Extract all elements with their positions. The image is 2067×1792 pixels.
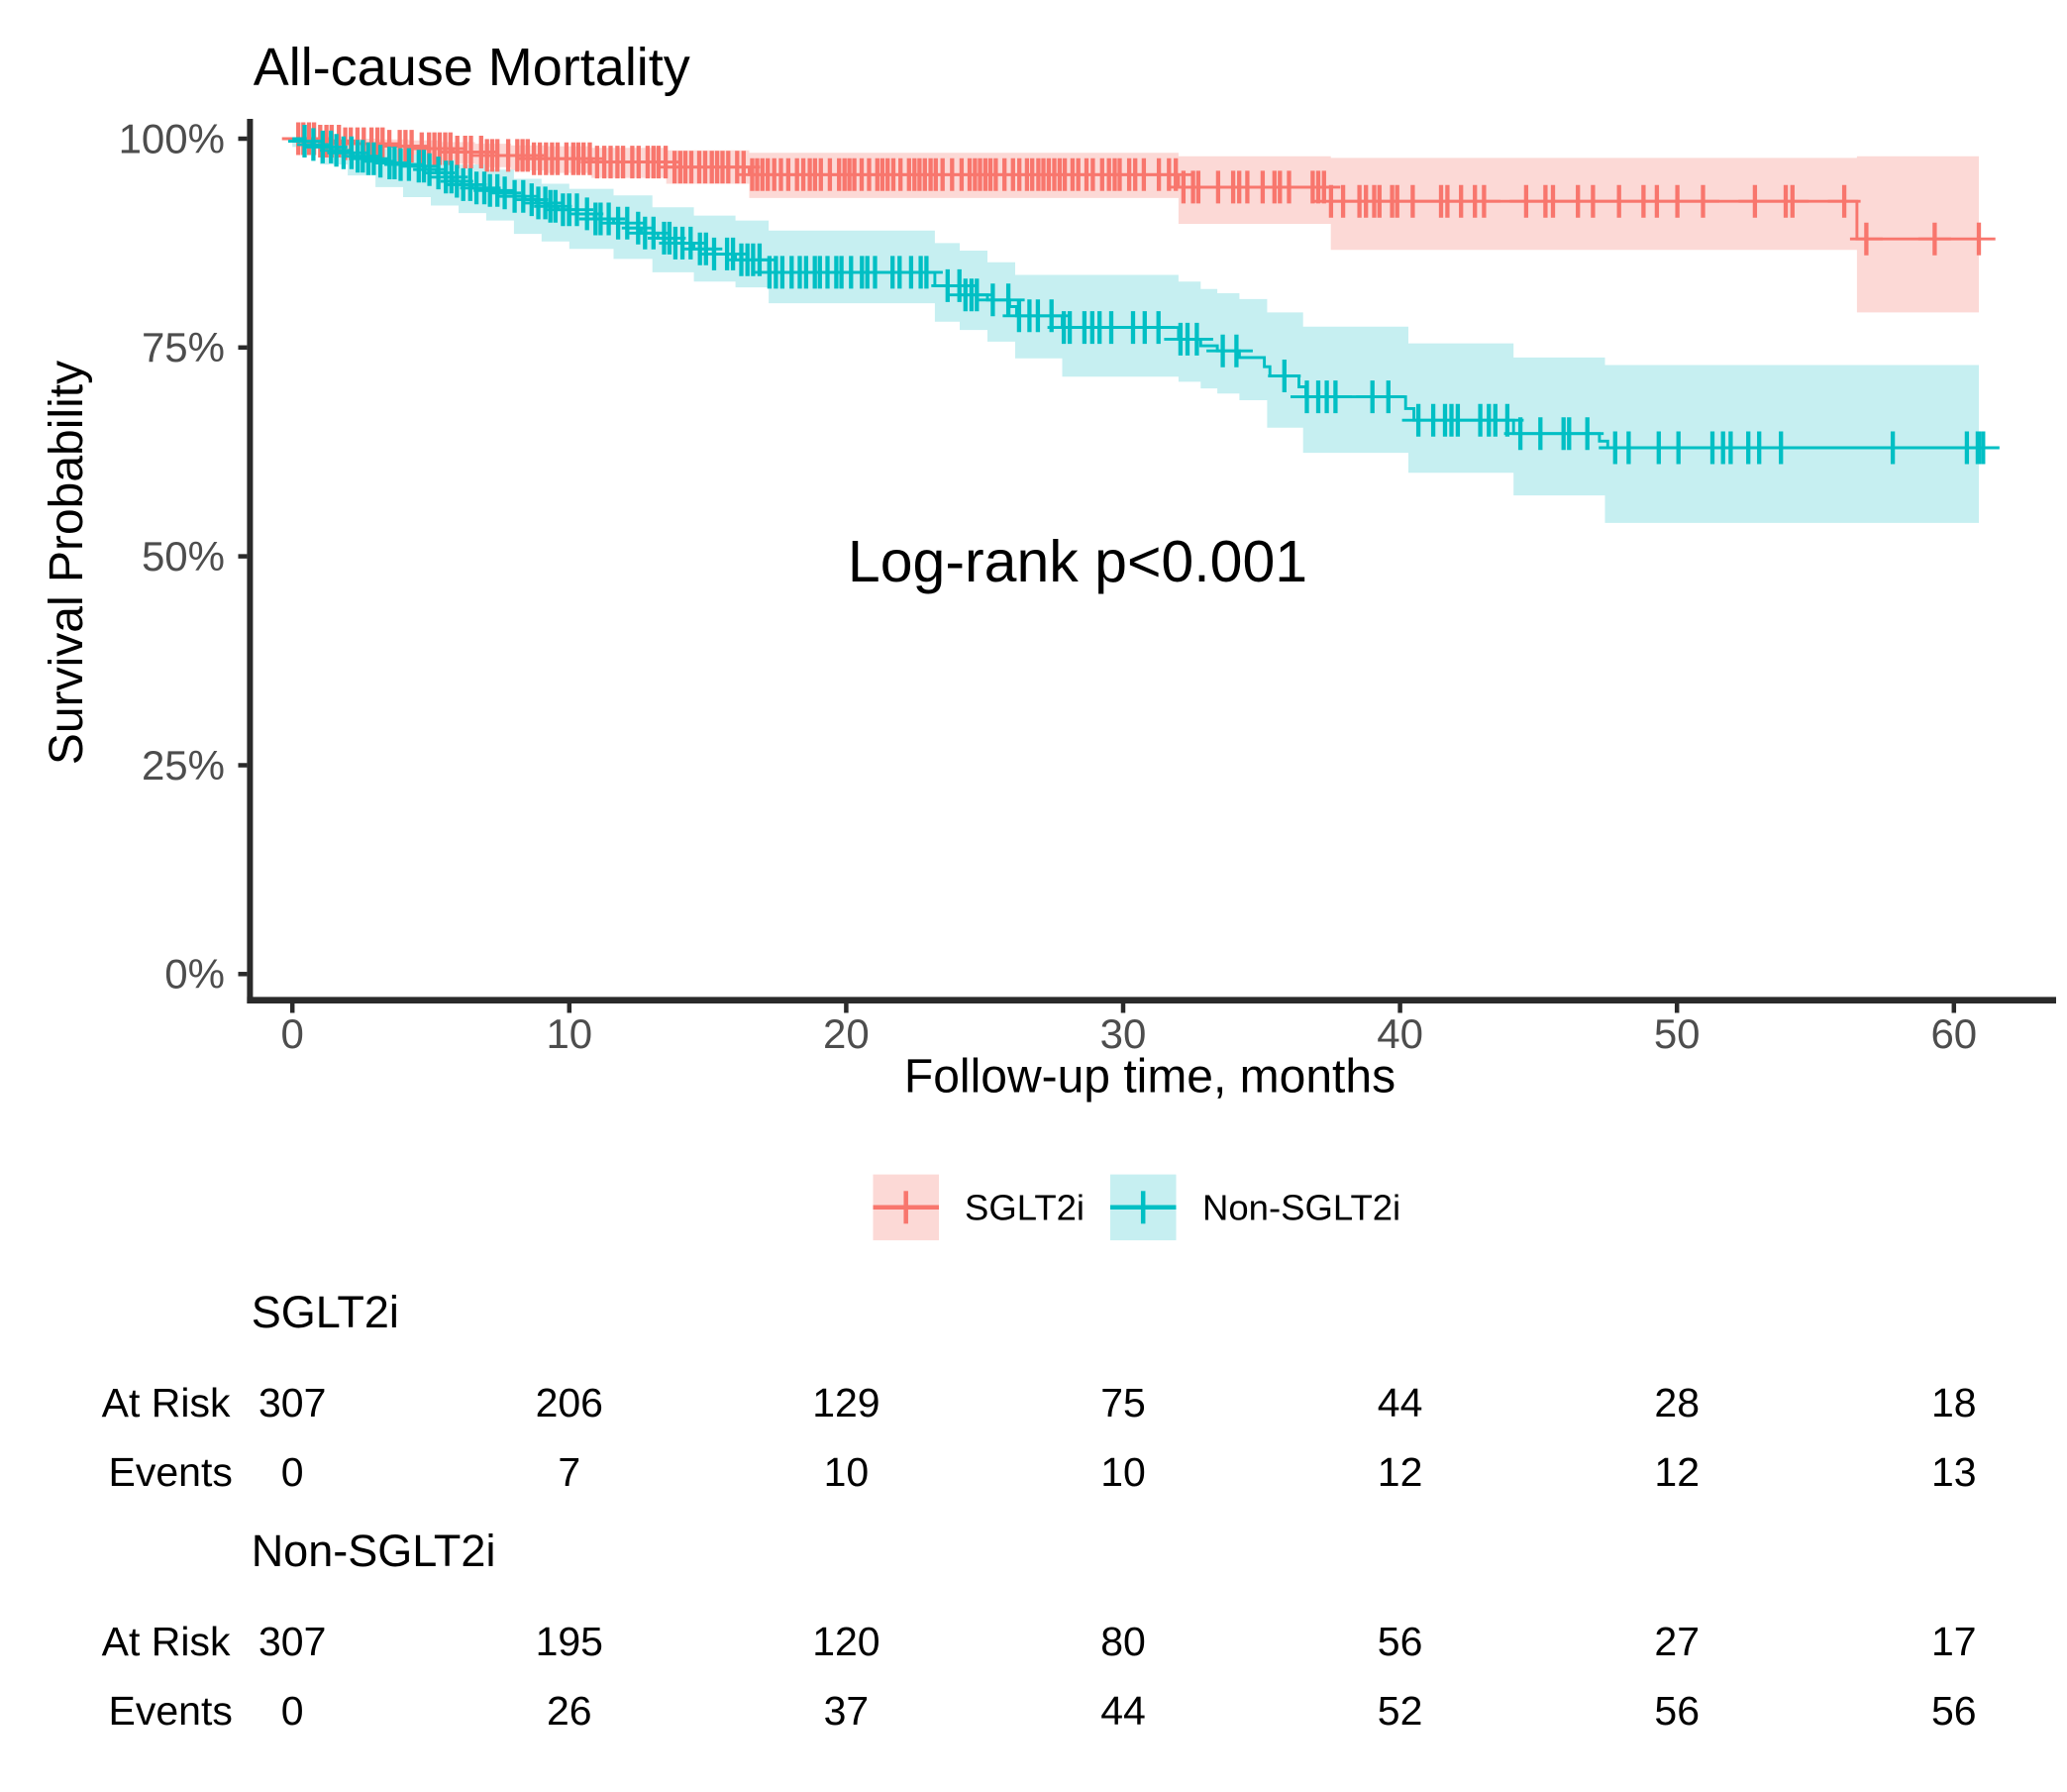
svg-text:17: 17: [1931, 1619, 1977, 1664]
svg-text:25%: 25%: [142, 742, 225, 789]
svg-text:56: 56: [1931, 1688, 1977, 1734]
svg-text:All-cause Mortality: All-cause Mortality: [254, 38, 690, 97]
svg-text:195: 195: [536, 1619, 603, 1664]
svg-text:52: 52: [1378, 1688, 1423, 1734]
svg-text:Events: Events: [109, 1688, 233, 1734]
svg-text:12: 12: [1654, 1449, 1700, 1495]
svg-text:40: 40: [1377, 1010, 1423, 1057]
svg-text:75: 75: [1100, 1380, 1146, 1425]
svg-text:56: 56: [1654, 1688, 1700, 1734]
svg-text:307: 307: [258, 1619, 326, 1664]
svg-text:10: 10: [824, 1449, 870, 1495]
svg-text:75%: 75%: [142, 324, 225, 370]
svg-text:30: 30: [1100, 1010, 1147, 1057]
svg-text:44: 44: [1100, 1688, 1146, 1734]
svg-text:12: 12: [1378, 1449, 1423, 1495]
svg-text:0: 0: [281, 1688, 304, 1734]
svg-text:80: 80: [1100, 1619, 1146, 1664]
svg-text:50%: 50%: [142, 533, 225, 580]
svg-text:7: 7: [558, 1449, 580, 1495]
svg-text:Follow-up time, months: Follow-up time, months: [904, 1050, 1395, 1103]
svg-text:27: 27: [1654, 1619, 1700, 1664]
svg-text:0%: 0%: [164, 951, 225, 998]
svg-text:307: 307: [258, 1380, 326, 1425]
svg-text:At Risk: At Risk: [102, 1619, 231, 1664]
svg-text:0: 0: [281, 1449, 304, 1495]
svg-text:10: 10: [1100, 1449, 1146, 1495]
svg-text:Non-SGLT2i: Non-SGLT2i: [1202, 1188, 1400, 1228]
svg-text:129: 129: [812, 1380, 879, 1425]
svg-text:Survival Probability: Survival Probability: [41, 361, 93, 765]
svg-text:At Risk: At Risk: [102, 1380, 231, 1425]
svg-text:60: 60: [1930, 1010, 1977, 1057]
svg-text:50: 50: [1654, 1010, 1701, 1057]
svg-text:13: 13: [1931, 1449, 1977, 1495]
svg-text:10: 10: [546, 1010, 592, 1057]
svg-text:18: 18: [1931, 1380, 1977, 1425]
svg-text:120: 120: [812, 1619, 879, 1664]
svg-text:Non-SGLT2i: Non-SGLT2i: [252, 1526, 496, 1576]
svg-text:SGLT2i: SGLT2i: [965, 1188, 1085, 1228]
svg-text:100%: 100%: [119, 115, 225, 161]
svg-text:26: 26: [547, 1688, 592, 1734]
svg-text:20: 20: [823, 1010, 870, 1057]
svg-text:Log-rank p<0.001: Log-rank p<0.001: [848, 529, 1307, 594]
svg-text:56: 56: [1378, 1619, 1423, 1664]
svg-text:37: 37: [824, 1688, 870, 1734]
svg-text:0: 0: [281, 1010, 304, 1057]
svg-text:44: 44: [1378, 1380, 1423, 1425]
svg-text:28: 28: [1654, 1380, 1700, 1425]
svg-text:SGLT2i: SGLT2i: [252, 1287, 399, 1337]
svg-text:206: 206: [536, 1380, 603, 1425]
svg-text:Events: Events: [109, 1449, 233, 1495]
